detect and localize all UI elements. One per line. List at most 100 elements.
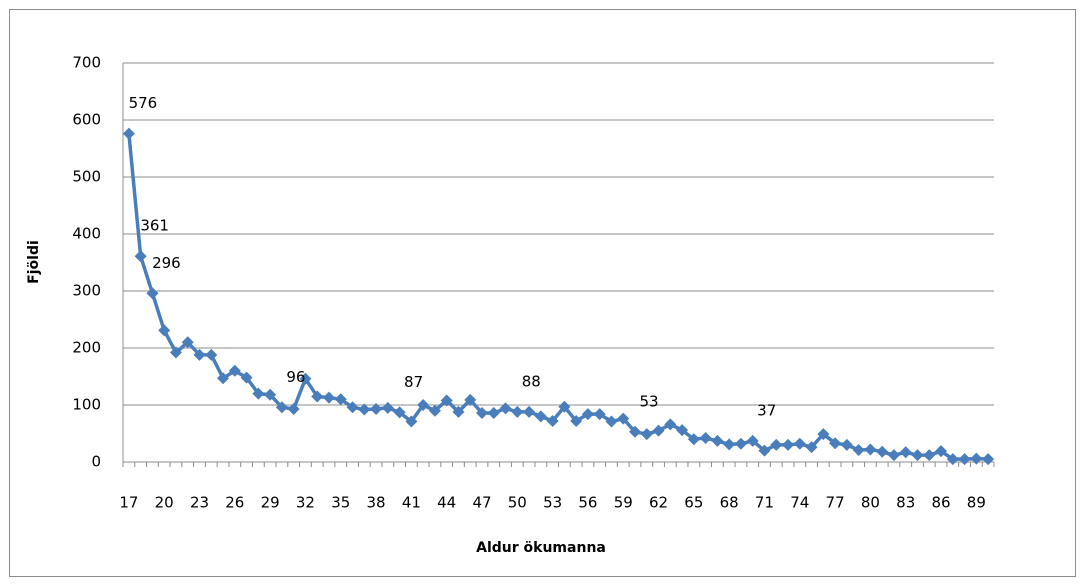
x-tick-label: 74 [790, 494, 809, 512]
data-point [146, 287, 159, 300]
data-point [358, 403, 371, 416]
data-point [322, 391, 335, 404]
data-point [346, 401, 359, 414]
data-label: 576 [129, 94, 158, 112]
data-point [523, 405, 536, 418]
data-point [334, 393, 347, 406]
x-tick-label: 62 [649, 494, 668, 512]
data-point [417, 399, 430, 411]
data-point [181, 336, 194, 349]
data-point [428, 404, 441, 417]
data-point [158, 324, 171, 337]
data-point [829, 437, 842, 450]
data-point [664, 418, 677, 431]
x-tick-label: 26 [225, 494, 244, 512]
data-point [370, 402, 383, 415]
data-point [252, 387, 265, 400]
data-point [440, 394, 453, 407]
x-tick-label: 53 [543, 494, 562, 512]
data-point [275, 401, 288, 414]
data-point [758, 444, 771, 457]
y-tick-label: 400 [72, 225, 101, 243]
data-point [805, 441, 818, 454]
y-tick-label: 100 [72, 396, 101, 414]
data-point [546, 414, 559, 427]
x-tick-label: 17 [119, 494, 138, 512]
data-point [487, 406, 500, 419]
data-point [228, 364, 241, 377]
x-tick-label: 83 [896, 494, 915, 512]
x-tick-label: 20 [155, 494, 174, 512]
data-point [240, 371, 253, 384]
data-point [899, 446, 912, 459]
data-point [464, 393, 477, 406]
x-tick-label: 65 [684, 494, 703, 512]
data-label: 96 [286, 368, 305, 386]
data-point [782, 438, 795, 451]
x-tick-label: 35 [331, 494, 350, 512]
x-tick-label: 44 [437, 494, 456, 512]
data-point [193, 348, 206, 361]
data-point [935, 445, 948, 458]
data-point [393, 406, 406, 419]
data-point [652, 424, 665, 437]
data-point [311, 390, 324, 403]
data-point [723, 438, 736, 451]
x-tick-label: 47 [472, 494, 491, 512]
data-point [593, 408, 606, 421]
data-point [570, 414, 583, 427]
data-point [205, 348, 218, 361]
data-point [381, 401, 394, 414]
data-point [299, 372, 312, 385]
data-label: 53 [639, 392, 658, 410]
x-tick-label: 77 [826, 494, 845, 512]
data-label: 37 [757, 401, 776, 419]
x-tick-label: 59 [614, 494, 633, 512]
data-point [840, 438, 853, 451]
data-point [923, 449, 936, 462]
data-point [499, 402, 512, 415]
chart-border [9, 9, 1076, 577]
data-point [970, 452, 983, 465]
x-tick-label: 89 [967, 494, 986, 512]
data-point [958, 453, 971, 466]
data-point [217, 372, 230, 385]
y-axis-title: Fjöldi [26, 240, 42, 284]
x-axis-title: Aldur ökumanna [476, 540, 606, 556]
data-label: 87 [404, 373, 423, 391]
data-point [687, 433, 700, 446]
data-point [793, 437, 806, 450]
data-point [617, 412, 630, 425]
x-tick-label: 41 [402, 494, 421, 512]
data-point [852, 444, 865, 457]
data-point [817, 428, 830, 441]
data-point [122, 127, 135, 140]
data-label: 88 [522, 372, 541, 390]
x-tick-label: 32 [296, 494, 315, 512]
x-tick-label: 68 [720, 494, 739, 512]
data-point [699, 432, 712, 445]
data-point [734, 437, 747, 450]
x-tick-label: 50 [508, 494, 527, 512]
data-point [134, 250, 147, 263]
x-tick-label: 56 [578, 494, 597, 512]
data-label: 361 [140, 217, 169, 235]
data-point [581, 408, 594, 421]
data-point [770, 438, 783, 451]
data-point [640, 428, 653, 441]
data-point [876, 445, 889, 458]
data-label: 296 [152, 254, 181, 272]
x-tick-label: 23 [190, 494, 209, 512]
data-point [169, 346, 182, 359]
data-point [452, 405, 465, 418]
data-point [558, 400, 571, 413]
data-point [475, 406, 488, 419]
x-tick-label: 29 [261, 494, 280, 512]
x-tick-label: 71 [755, 494, 774, 512]
data-point [982, 453, 995, 466]
data-point [911, 449, 924, 462]
y-tick-label: 700 [72, 54, 101, 72]
y-tick-label: 200 [72, 339, 101, 357]
data-point [864, 443, 877, 456]
